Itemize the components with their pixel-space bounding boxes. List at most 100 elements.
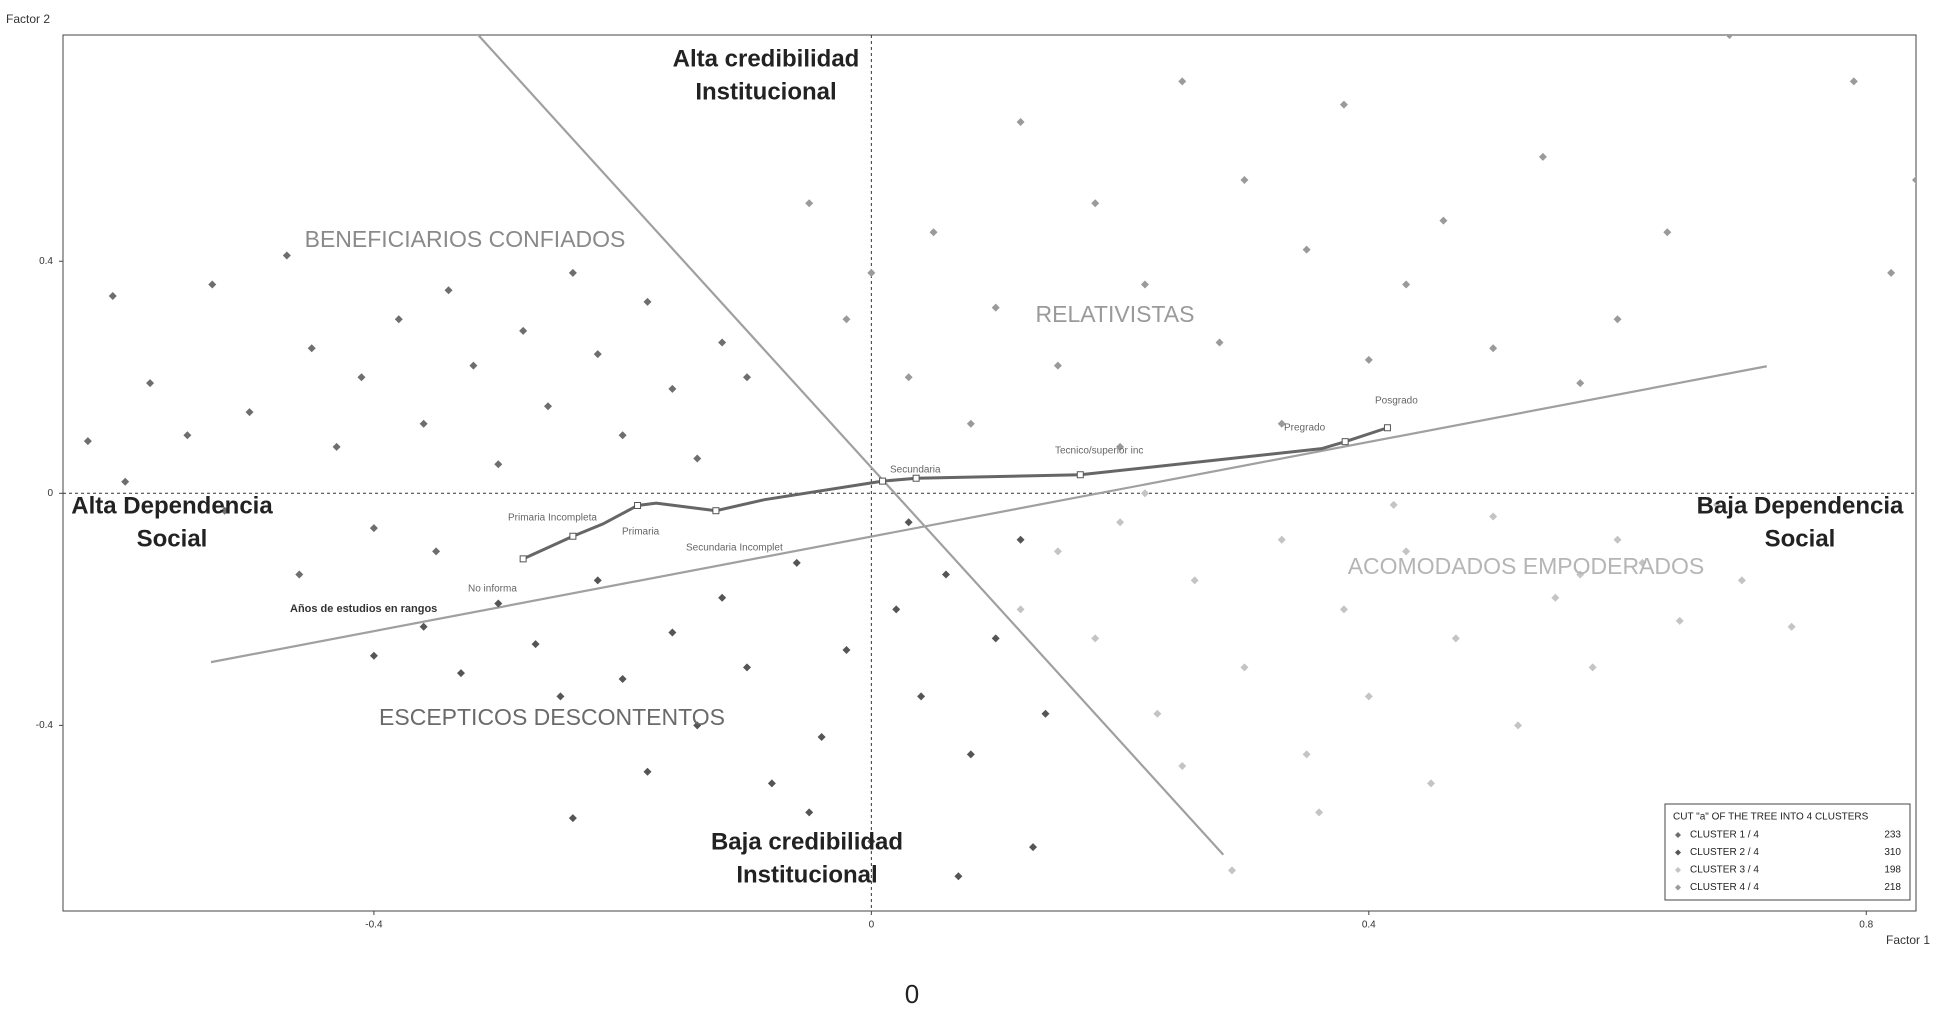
- point: [917, 692, 926, 701]
- pole-label: Alta Dependencia: [71, 492, 273, 519]
- point: [1402, 280, 1411, 289]
- y-axis-label: Factor 2: [6, 12, 50, 26]
- trajectory-marker: [712, 507, 720, 515]
- point: [394, 315, 403, 324]
- trajectory-marker: [912, 474, 920, 482]
- point: [1426, 779, 1435, 788]
- y-tick-label: 0.4: [39, 256, 53, 267]
- point: [1613, 535, 1622, 544]
- point: [618, 674, 627, 683]
- point: [494, 460, 503, 469]
- point: [904, 518, 913, 527]
- cluster-label: BENEFICIARIOS CONFIADOS: [305, 226, 626, 252]
- point: [954, 872, 963, 881]
- point: [1277, 535, 1286, 544]
- point: [1787, 622, 1796, 631]
- x-tick-label: 0: [869, 920, 875, 931]
- point: [941, 570, 950, 579]
- pole-label: Baja credibilidad: [711, 828, 903, 855]
- point: [1178, 77, 1187, 86]
- point: [1613, 315, 1622, 324]
- point: [1016, 605, 1025, 614]
- point: [1116, 442, 1125, 451]
- point: [1140, 280, 1149, 289]
- point: [1041, 709, 1050, 718]
- pole-label: Alta credibilidad: [673, 45, 860, 72]
- point: [668, 384, 677, 393]
- point: [1439, 216, 1448, 225]
- modality-label: Posgrado: [1375, 396, 1418, 407]
- point: [183, 431, 192, 440]
- legend: CUT "a" OF THE TREE INTO 4 CLUSTERS CLUST…: [1664, 803, 1911, 901]
- point: [108, 292, 117, 301]
- modality-label: Secundaria: [890, 465, 941, 476]
- point: [432, 547, 441, 556]
- point: [817, 732, 826, 741]
- point: [369, 651, 378, 660]
- plot-frame: [62, 34, 1917, 912]
- legend-marker: [1675, 832, 1681, 838]
- point: [805, 808, 814, 817]
- point: [1140, 489, 1149, 498]
- point: [618, 431, 627, 440]
- point: [1849, 77, 1858, 86]
- legend-count: 218: [1884, 882, 1901, 893]
- point: [1663, 228, 1672, 237]
- point: [842, 645, 851, 654]
- point: [307, 344, 316, 353]
- point: [568, 268, 577, 277]
- trajectory-title: Años de estudios en rangos: [290, 603, 437, 615]
- point: [767, 779, 776, 788]
- legend-label: CLUSTER 2 / 4: [1690, 847, 1759, 858]
- point: [1675, 616, 1684, 625]
- point: [121, 477, 130, 486]
- trajectory-marker: [519, 555, 527, 563]
- trajectory-marker: [1076, 471, 1084, 479]
- point: [419, 419, 428, 428]
- trajectory-marker: [634, 501, 642, 509]
- point: [1514, 721, 1523, 730]
- point: [1016, 535, 1025, 544]
- legend-marker: [1675, 867, 1681, 873]
- point: [1538, 152, 1547, 161]
- x-tick-label: 0.8: [1859, 920, 1873, 931]
- plot-area: [63, 35, 1916, 911]
- point: [357, 373, 366, 382]
- point: [1489, 344, 1498, 353]
- point: [1551, 593, 1560, 602]
- point: [1339, 100, 1348, 109]
- point: [332, 442, 341, 451]
- point: [1737, 576, 1746, 585]
- cluster-label: RELATIVISTAS: [1036, 301, 1195, 327]
- point: [1240, 176, 1249, 185]
- point: [1277, 419, 1286, 428]
- cluster-label: ESCEPTICOS DESCONTENTOS: [379, 704, 725, 730]
- point: [668, 628, 677, 637]
- point: [1725, 35, 1734, 39]
- point: [693, 454, 702, 463]
- trajectory-line: [522, 426, 1388, 561]
- point: [742, 373, 751, 382]
- trajectory-marker: [569, 532, 577, 540]
- y-tick-label: 0: [47, 488, 53, 499]
- pole-label: Social: [1765, 525, 1836, 552]
- point: [1389, 500, 1398, 509]
- point: [1302, 750, 1311, 759]
- point: [1116, 518, 1125, 527]
- point: [1190, 576, 1199, 585]
- point: [1302, 245, 1311, 254]
- point: [83, 437, 92, 446]
- point: [1489, 512, 1498, 521]
- legend-label: CLUSTER 1 / 4: [1690, 830, 1759, 841]
- modality-label: Secundaria Incomplet: [686, 543, 783, 554]
- x-tick-label: 0.4: [1362, 920, 1376, 931]
- point: [1315, 808, 1324, 817]
- point: [1029, 843, 1038, 852]
- point: [643, 297, 652, 306]
- point: [494, 599, 503, 608]
- pole-label: Baja Dependencia: [1697, 492, 1904, 519]
- point: [966, 419, 975, 428]
- x-axis-label: Factor 1: [1886, 933, 1930, 947]
- caption: 0: [905, 979, 919, 1009]
- point: [1091, 199, 1100, 208]
